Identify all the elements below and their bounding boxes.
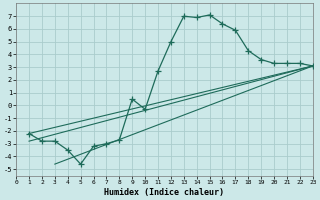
- X-axis label: Humidex (Indice chaleur): Humidex (Indice chaleur): [104, 188, 224, 197]
